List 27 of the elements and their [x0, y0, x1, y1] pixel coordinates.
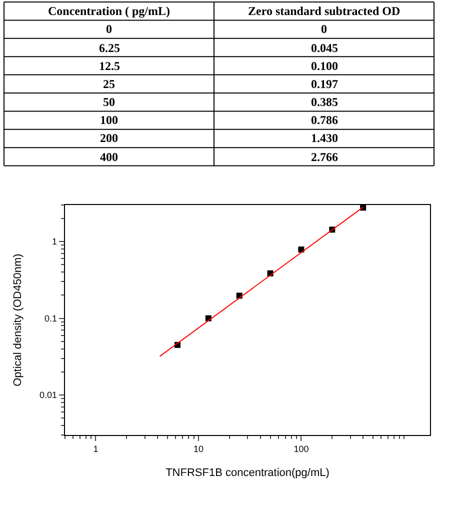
category-label: 12.5	[99, 59, 120, 73]
y-tick-label: 0.1	[44, 313, 57, 324]
text: Concentration ( pg/mL)	[48, 4, 170, 18]
category-label: 100	[100, 113, 118, 127]
text: Zero standard subtracted OD	[248, 4, 400, 18]
category-label: 25	[103, 77, 115, 91]
y-tick-label: 0.01	[39, 390, 57, 400]
x-tick-label: 10	[193, 444, 204, 454]
x-axis-title: TNFRSF1B concentration(pg/mL)	[166, 467, 330, 480]
text: 0.197	[311, 77, 338, 91]
category-label: 400	[100, 150, 118, 164]
text: 0.100	[311, 59, 338, 73]
category-label: 200	[100, 131, 118, 145]
x-tick-label: 100	[294, 444, 309, 454]
text: 0.385	[311, 95, 338, 109]
text: 1.430	[311, 131, 338, 145]
x-tick-label: 1	[93, 444, 98, 454]
y-tick-label: 1	[52, 236, 57, 247]
text: 0.786	[311, 113, 338, 127]
y-axis-title: Optical density (OD450nm)	[12, 254, 24, 386]
category-label: 50	[103, 95, 115, 109]
text: 0	[321, 22, 327, 36]
category-label: 6.25	[99, 41, 120, 55]
text: 0.045	[311, 41, 338, 55]
point	[298, 246, 304, 253]
text: 2.766	[311, 150, 338, 164]
category-label: 0	[106, 22, 112, 36]
